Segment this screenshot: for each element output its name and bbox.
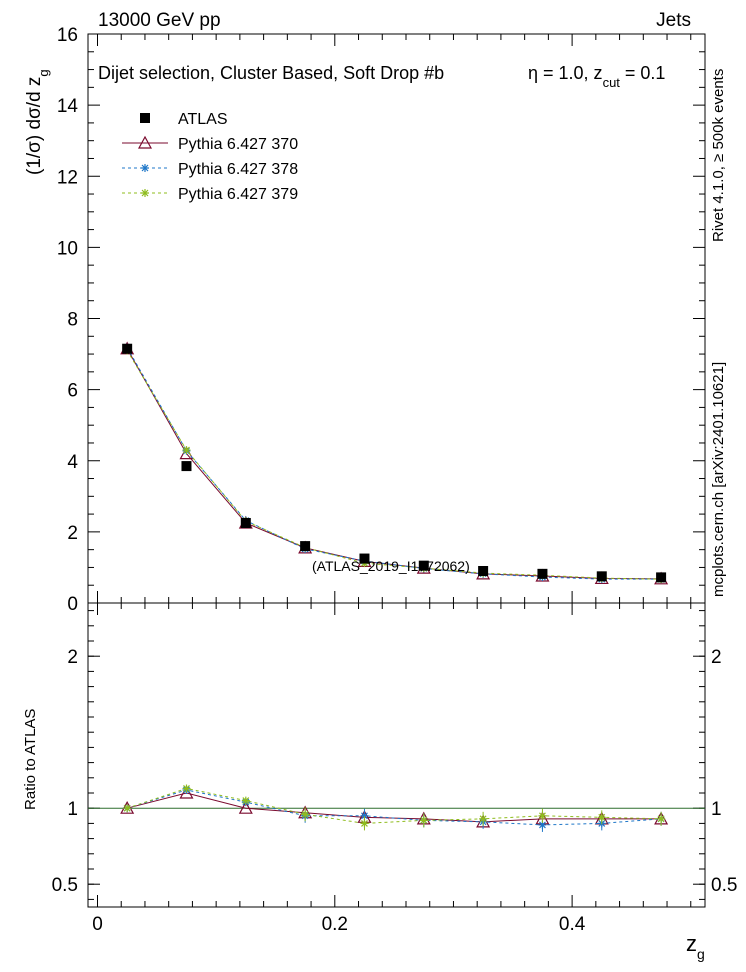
main-y-tick-label: 6 xyxy=(67,381,78,402)
ratio-series-line-1 xyxy=(127,792,662,823)
ratio-series-point-3 xyxy=(123,804,132,813)
ratio-series-point-3 xyxy=(657,814,666,823)
ratio-series-point-3 xyxy=(360,819,369,828)
legend-marker-3 xyxy=(141,189,149,197)
plot-title-text: Dijet selection, Cluster Based, Soft Dro… xyxy=(98,63,444,83)
atlas-data-point xyxy=(656,572,667,583)
main-y-label-text: (1/σ) dσ/d z xyxy=(24,77,45,175)
main-y-tick-label: 8 xyxy=(67,310,78,331)
ratio-plot: 0.5 0.5 1 1 2 2 0 0.2 0.4 xyxy=(52,602,737,935)
ratio-y-tick-label-right: 2 xyxy=(711,647,722,668)
atlas-data-point xyxy=(418,560,429,571)
legend-marker-1 xyxy=(137,135,153,149)
main-series-line-3 xyxy=(126,350,662,580)
main-series-point-3 xyxy=(182,446,191,455)
main-y-tick-label: 0 xyxy=(67,594,78,615)
ratio-series-point-1 xyxy=(238,800,253,814)
x-tick-label: 0 xyxy=(92,914,103,935)
ratio-series-line-2 xyxy=(127,789,662,826)
main-y-tick-label: 10 xyxy=(57,238,78,259)
main-y-tick-label: 4 xyxy=(67,452,78,473)
rivet-label: Rivet 4.1.0, ≥ 500k events xyxy=(710,69,727,242)
ratio-series-point-3 xyxy=(538,811,547,820)
ratio-series-point-3 xyxy=(479,814,488,823)
atlas-data-point xyxy=(240,517,251,528)
ratio-series-point-2 xyxy=(538,820,547,829)
eta-zcut-text: η = 1.0, z xyxy=(528,63,603,83)
main-series-line-1 xyxy=(126,348,662,580)
eta-zcut-label: η = 1.0, zcut = 0.1 xyxy=(528,63,665,90)
main-y-tick-label: 14 xyxy=(57,96,79,117)
x-axis-label-sub: g xyxy=(697,946,705,962)
main-y-tick-label: 16 xyxy=(57,25,78,46)
watermark: (ATLAS_2019_I1772062) xyxy=(312,558,470,574)
ratio-series-line-3 xyxy=(126,787,662,824)
legend-atlas-marker xyxy=(140,113,150,123)
x-tick-label: 0.2 xyxy=(322,914,348,935)
ratio-frame xyxy=(87,602,706,908)
ratio-series-point-3 xyxy=(301,810,310,819)
ratio-series-point-3 xyxy=(182,784,191,793)
atlas-data-point xyxy=(478,565,489,576)
x-axis-label-text: z xyxy=(686,931,697,956)
zcut-value: = 0.1 xyxy=(620,63,666,83)
atlas-data-point xyxy=(122,343,133,354)
main-y-label-sub: g xyxy=(36,69,51,76)
atlas-data-point xyxy=(596,571,607,582)
header-right: Jets xyxy=(656,10,691,31)
ratio-series-point-3 xyxy=(419,816,428,825)
x-tick-label: 0.4 xyxy=(559,914,586,935)
header-left: 13000 GeV pp xyxy=(98,10,221,31)
atlas-data-point xyxy=(359,553,370,564)
atlas-data-point xyxy=(181,461,192,472)
main-plot: 0 2 4 6 8 10 12 14 16 xyxy=(57,25,706,615)
ratio-y-tick-label: 2 xyxy=(67,647,78,668)
ratio-y-tick-label-right: 1 xyxy=(711,799,722,820)
legend-label-3: Pythia 6.427 379 xyxy=(178,186,298,203)
plot-title: Dijet selection, Cluster Based, Soft Dro… xyxy=(98,63,665,90)
atlas-data-point xyxy=(300,541,311,552)
main-y-tick-label: 2 xyxy=(67,523,78,544)
legend: ATLAS Pythia 6.427 370 Pythia 6.427 378 Pyt… xyxy=(122,111,298,203)
main-y-label: (1/σ) dσ/d zg xyxy=(24,69,51,175)
legend-marker-2 xyxy=(141,164,149,172)
ratio-y-tick-label: 0.5 xyxy=(52,875,78,896)
ratio-series-point-2 xyxy=(360,811,369,820)
legend-atlas-label: ATLAS xyxy=(178,111,228,128)
legend-label-2: Pythia 6.427 378 xyxy=(178,161,298,178)
main-series-line-2 xyxy=(126,347,662,580)
ratio-y-tick-label-right: 0.5 xyxy=(711,875,737,896)
ratio-y-label: Ratio to ATLAS xyxy=(22,709,39,810)
main-y-tick-label: 12 xyxy=(57,167,78,188)
ratio-series-point-3 xyxy=(597,813,606,822)
atlas-data-point xyxy=(537,568,548,579)
mcplots-label: mcplots.cern.ch [arXiv:2401.10621] xyxy=(710,362,727,597)
legend-label-1: Pythia 6.427 370 xyxy=(178,136,298,153)
x-axis-label: zg xyxy=(686,931,705,962)
zcut-subscript: cut xyxy=(603,75,621,90)
ratio-y-tick-label: 1 xyxy=(67,799,78,820)
ratio-series-point-3 xyxy=(241,796,250,805)
